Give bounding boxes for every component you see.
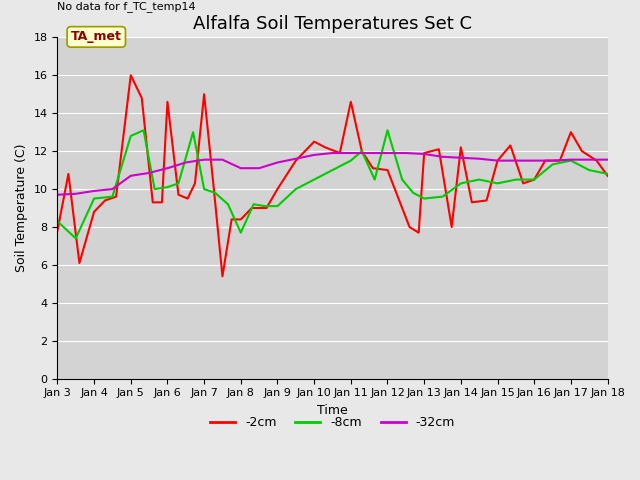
- X-axis label: Time: Time: [317, 404, 348, 417]
- Title: Alfalfa Soil Temperatures Set C: Alfalfa Soil Temperatures Set C: [193, 15, 472, 33]
- Legend: -2cm, -8cm, -32cm: -2cm, -8cm, -32cm: [205, 411, 460, 434]
- Y-axis label: Soil Temperature (C): Soil Temperature (C): [15, 144, 28, 272]
- Text: TA_met: TA_met: [71, 30, 122, 43]
- Text: No data for f_TC_temp14: No data for f_TC_temp14: [58, 1, 196, 12]
